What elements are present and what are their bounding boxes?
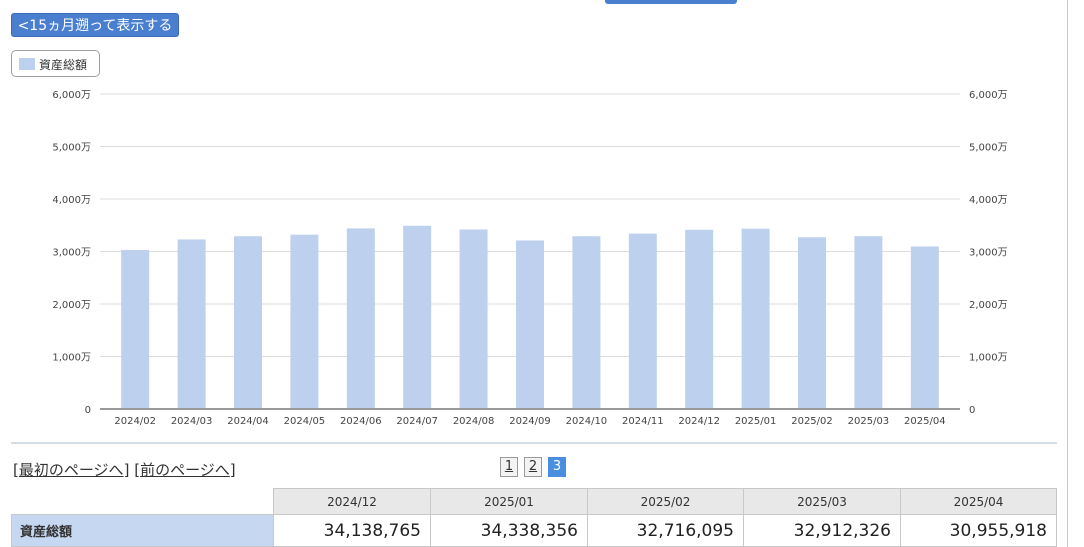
y-tick-label-left: 1,000万: [52, 353, 91, 364]
x-tick-label: 2024/09: [509, 416, 551, 427]
bar: [121, 249, 150, 409]
y-tick-label-left: 0: [85, 405, 91, 416]
x-tick-label: 2024/02: [114, 416, 156, 427]
x-tick-label: 2024/10: [566, 416, 608, 427]
y-tick-label-right: 0: [969, 405, 975, 416]
page-2-button[interactable]: 2: [524, 457, 542, 477]
x-tick-label: 2024/05: [284, 416, 326, 427]
y-tick-label-right: 1,000万: [969, 353, 1008, 364]
table-cell: 34,338,356: [430, 514, 588, 547]
x-tick-label: 2025/01: [735, 416, 777, 427]
y-tick-label-right: 5,000万: [969, 143, 1008, 154]
x-tick-label: 2025/03: [848, 416, 890, 427]
x-tick-label: 2024/04: [227, 416, 269, 427]
section-divider: [11, 442, 1057, 444]
x-tick-label: 2024/07: [396, 416, 438, 427]
nav-bracket-close: ]: [123, 461, 130, 479]
row-label: 資産総額: [11, 514, 274, 547]
table-cell: 34,138,765: [273, 514, 431, 547]
column-header: 2025/01: [430, 488, 588, 515]
table-cell: 32,912,326: [743, 514, 901, 547]
first-page-link[interactable]: 最初のページへ: [18, 461, 124, 479]
bar: [346, 228, 375, 409]
table-corner: [11, 488, 274, 515]
bar: [290, 234, 319, 409]
bar: [572, 236, 601, 409]
asset-bar-chart: 6,000万 5,000万 4,000万 3,000万 2,000万 1,000万 0 6,…: [52, 90, 1008, 427]
x-tick-label: 2025/02: [791, 416, 833, 427]
y-tick-label-right: 6,000万: [969, 90, 1008, 101]
x-tick-label: 2024/06: [340, 416, 382, 427]
y-tick-label-left: 2,000万: [52, 300, 91, 311]
column-header: 2025/03: [743, 488, 901, 515]
bar: [234, 236, 262, 409]
bar: [516, 240, 544, 409]
y-tick-label-left: 3,000万: [52, 248, 91, 259]
y-tick-label-right: 4,000万: [969, 195, 1008, 206]
x-tick-label: 2024/12: [678, 416, 720, 427]
column-header: 2024/12: [273, 488, 431, 515]
y-tick-label-left: 5,000万: [52, 143, 91, 154]
show-previous-15-months-button[interactable]: <15ヵ月遡って表示する: [11, 13, 179, 37]
table-cell: 32,716,095: [587, 514, 744, 547]
nav-bracket-open: [: [134, 461, 141, 479]
bar: [910, 246, 939, 409]
bar: [854, 236, 883, 409]
bar: [798, 237, 826, 409]
top-tab-indicator: [605, 0, 737, 4]
y-axis-right: 6,000万 5,000万 4,000万 3,000万 2,000万 1,000万 0: [969, 90, 1008, 416]
y-axis-left: 6,000万 5,000万 4,000万 3,000万 2,000万 1,000万 0: [52, 90, 91, 416]
table-cell: 30,955,918: [900, 514, 1057, 547]
y-tick-label-left: 4,000万: [52, 195, 91, 206]
bar: [628, 233, 657, 409]
bar: [459, 229, 488, 409]
x-tick-label: 2024/11: [622, 416, 664, 427]
x-tick-label: 2024/08: [453, 416, 495, 427]
bar: [403, 225, 432, 409]
legend-label: 資産総額: [39, 58, 88, 72]
page-1-button[interactable]: 1: [500, 457, 518, 477]
y-tick-label-left: 6,000万: [52, 90, 91, 101]
page-navigation: [最初のページへ] [前のページへ]: [13, 459, 236, 480]
bar: [685, 229, 714, 409]
chart-legend[interactable]: 資産総額: [11, 50, 100, 77]
y-tick-label-right: 3,000万: [969, 248, 1008, 259]
previous-page-link[interactable]: 前のページへ: [140, 461, 230, 479]
x-tick-label: 2024/03: [171, 416, 213, 427]
legend-swatch: [19, 58, 35, 70]
table-row: 資産総額 34,138,765 34,338,356 32,716,095 32…: [11, 514, 1057, 547]
y-tick-label-right: 2,000万: [969, 300, 1008, 311]
column-header: 2025/02: [587, 488, 744, 515]
nav-bracket-open: [: [13, 461, 19, 479]
asset-table: 2024/12 2025/01 2025/02 2025/03 2025/04 …: [11, 488, 1057, 547]
x-tick-label: 2025/04: [904, 416, 946, 427]
x-axis: 2024/02 2024/03 2024/04 2024/05 2024/06 2024/…: [114, 416, 945, 427]
column-header: 2025/04: [900, 488, 1057, 515]
nav-bracket-close: ]: [229, 461, 236, 479]
table-header-row: 2024/12 2025/01 2025/02 2025/03 2025/04: [11, 488, 1057, 515]
bar: [741, 228, 770, 409]
bar: [177, 239, 206, 409]
page-3-current: 3: [548, 457, 566, 477]
chart-bars: [121, 225, 939, 409]
page-right-border: [1067, 0, 1068, 547]
